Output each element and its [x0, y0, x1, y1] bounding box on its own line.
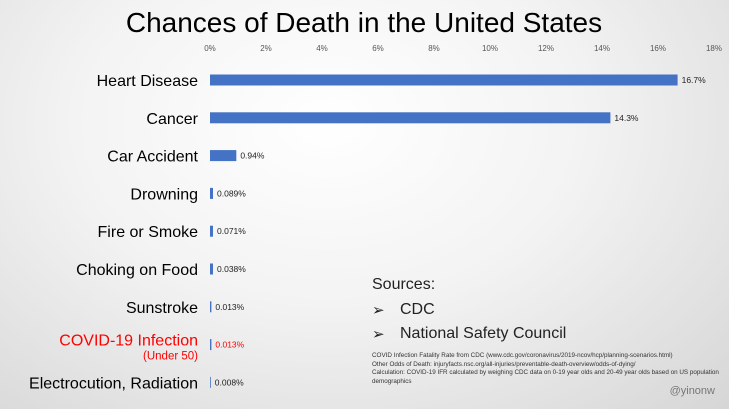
bar [210, 263, 213, 275]
data-label: 0.013% [215, 302, 244, 312]
x-tick-label: 10% [482, 44, 498, 53]
x-tick-label: 0% [204, 44, 216, 53]
source-item-nsc: ➢ National Safety Council [372, 322, 566, 346]
source-label: National Safety Council [400, 325, 567, 342]
x-tick-label: 6% [372, 44, 384, 53]
data-label: 0.038% [217, 264, 246, 274]
sources-box: Sources: ➢ CDC ➢ National Safety Council [372, 276, 566, 346]
category-label: Fire or Smoke [98, 224, 199, 241]
footnote: Calculation: COVID-19 IFR calculated by … [372, 369, 719, 385]
category-label: Choking on Food [76, 262, 198, 279]
footnotes: COVID Infection Fatality Rate from CDC (… [372, 352, 722, 386]
x-tick-label: 18% [706, 44, 722, 53]
bar [210, 376, 211, 388]
bar [210, 225, 213, 237]
source-item-cdc: ➢ CDC [372, 298, 566, 322]
arrow-bullet-icon: ➢ [372, 326, 385, 343]
watermark: @yinonw [669, 385, 715, 397]
category-label: COVID-19 Infection [59, 333, 198, 350]
footnote: COVID Infection Fatality Rate from CDC (… [372, 352, 673, 359]
bar [210, 301, 212, 313]
bars [210, 74, 678, 388]
data-label: 0.013% [215, 340, 244, 350]
category-label: Cancer [146, 111, 198, 128]
x-tick-label: 16% [650, 44, 666, 53]
arrow-bullet-icon: ➢ [372, 302, 385, 319]
bar [210, 339, 212, 351]
x-axis-ticks: 0% 2% 4% 6% 8% 10% 12% 14% 16% 18% [204, 44, 722, 53]
data-labels: 16.7% 14.3% 0.94% 0.089% 0.071% 0.038% 0.013% 0… [215, 75, 706, 387]
data-label: 16.7% [682, 75, 707, 85]
bar [210, 74, 678, 86]
data-label: 0.94% [240, 151, 265, 161]
x-tick-label: 12% [538, 44, 554, 53]
x-tick-label: 8% [428, 44, 440, 53]
bar [210, 187, 213, 199]
x-tick-label: 2% [260, 44, 272, 53]
category-label: Sunstroke [126, 300, 198, 317]
data-label: 14.3% [614, 113, 639, 123]
bar [210, 150, 237, 162]
data-label: 0.008% [215, 377, 244, 387]
x-tick-label: 14% [594, 44, 610, 53]
chart-title: Chances of Death in the United States [126, 7, 602, 38]
category-label: Car Accident [107, 149, 198, 166]
data-label: 0.089% [217, 188, 246, 198]
data-label: 0.071% [217, 226, 246, 236]
x-tick-label: 4% [316, 44, 328, 53]
category-sublabel: (Under 50) [143, 351, 198, 363]
sources-heading: Sources: [372, 276, 436, 293]
footnote: Other Odds of Death: injuryfacts.nsc.org… [372, 360, 636, 368]
category-label: Electrocution, Radiation [29, 375, 198, 392]
bar [210, 112, 611, 124]
source-label: CDC [400, 301, 435, 318]
category-labels: Heart Disease Cancer Car Accident Drowning F… [29, 73, 199, 392]
category-label: Drowning [130, 186, 198, 203]
category-label: Heart Disease [97, 73, 198, 90]
